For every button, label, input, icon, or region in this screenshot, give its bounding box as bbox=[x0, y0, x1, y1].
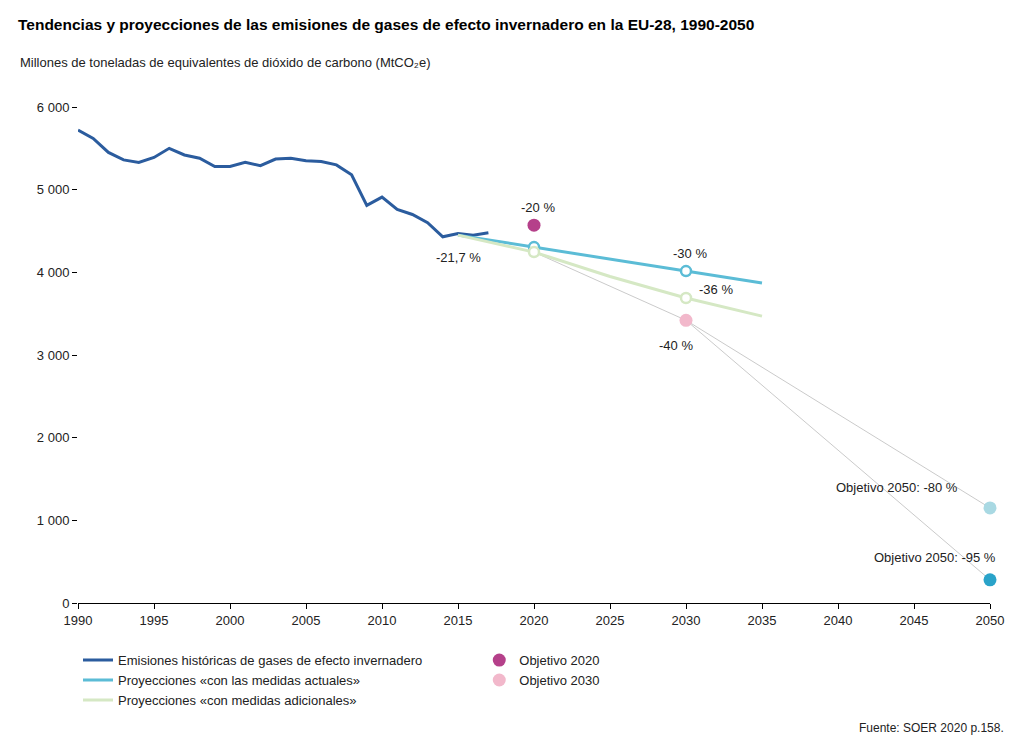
svg-text:Tendencias y proyecciones de l: Tendencias y proyecciones de las emision… bbox=[18, 16, 754, 33]
svg-text:-20 %: -20 % bbox=[521, 200, 555, 215]
svg-text:Objetivo 2020: Objetivo 2020 bbox=[519, 653, 599, 668]
svg-text:-21,7 %: -21,7 % bbox=[436, 250, 481, 265]
svg-text:Millones de toneladas de equiv: Millones de toneladas de equivalentes de… bbox=[20, 55, 430, 70]
svg-text:2005: 2005 bbox=[292, 613, 321, 628]
svg-text:2020: 2020 bbox=[520, 613, 549, 628]
svg-text:2035: 2035 bbox=[748, 613, 777, 628]
svg-text:Proyecciones «con medidas adic: Proyecciones «con medidas adicionales» bbox=[118, 693, 356, 708]
svg-text:1 000: 1 000 bbox=[37, 513, 70, 528]
svg-text:Objetivo 2050: -95 %: Objetivo 2050: -95 % bbox=[874, 550, 996, 565]
svg-text:Objetivo 2050: -80 %: Objetivo 2050: -80 % bbox=[836, 480, 958, 495]
svg-text:2030: 2030 bbox=[672, 613, 701, 628]
svg-text:6 000: 6 000 bbox=[37, 100, 70, 115]
svg-text:2025: 2025 bbox=[596, 613, 625, 628]
svg-text:Emisiones históricas de gases: Emisiones históricas de gases de efecto … bbox=[118, 653, 422, 668]
svg-text:1995: 1995 bbox=[140, 613, 169, 628]
svg-text:3 000: 3 000 bbox=[37, 348, 70, 363]
svg-text:-36 %: -36 % bbox=[699, 282, 733, 297]
svg-text:Proyecciones «con las medidas: Proyecciones «con las medidas actuales» bbox=[118, 673, 360, 688]
svg-text:2010: 2010 bbox=[368, 613, 397, 628]
svg-text:2045: 2045 bbox=[900, 613, 929, 628]
svg-text:Objetivo 2030: Objetivo 2030 bbox=[519, 673, 599, 688]
svg-text:-30 %: -30 % bbox=[673, 246, 707, 261]
svg-text:2040: 2040 bbox=[824, 613, 853, 628]
svg-text:0: 0 bbox=[62, 596, 69, 611]
svg-text:5 000: 5 000 bbox=[37, 182, 70, 197]
svg-text:2000: 2000 bbox=[216, 613, 245, 628]
svg-text:-40 %: -40 % bbox=[659, 338, 693, 353]
svg-text:Fuente: SOER 2020 p.158.: Fuente: SOER 2020 p.158. bbox=[859, 721, 1004, 735]
svg-text:2015: 2015 bbox=[444, 613, 473, 628]
svg-text:2050: 2050 bbox=[976, 613, 1005, 628]
svg-text:4 000: 4 000 bbox=[37, 265, 70, 280]
svg-text:1990: 1990 bbox=[64, 613, 93, 628]
svg-text:2 000: 2 000 bbox=[37, 430, 70, 445]
